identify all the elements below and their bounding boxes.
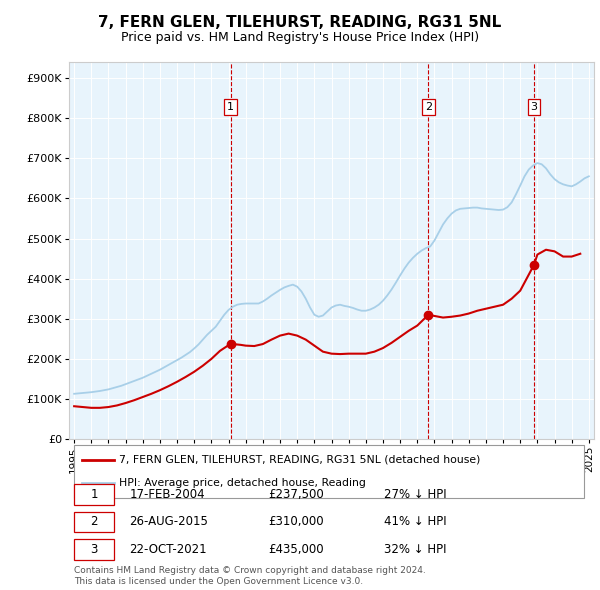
Bar	[74, 539, 113, 560]
Text: 7, FERN GLEN, TILEHURST, READING, RG31 5NL (detached house): 7, FERN GLEN, TILEHURST, READING, RG31 5…	[119, 455, 480, 465]
Text: £310,000: £310,000	[269, 516, 324, 529]
Text: 3: 3	[90, 543, 98, 556]
Text: 7, FERN GLEN, TILEHURST, READING, RG31 5NL: 7, FERN GLEN, TILEHURST, READING, RG31 5…	[98, 15, 502, 30]
Text: 17-FEB-2004: 17-FEB-2004	[130, 488, 205, 501]
Text: 22-OCT-2021: 22-OCT-2021	[130, 543, 207, 556]
Text: 2: 2	[90, 516, 98, 529]
Bar	[74, 484, 113, 505]
Text: 2: 2	[425, 102, 432, 112]
Text: 41% ↓ HPI: 41% ↓ HPI	[384, 516, 446, 529]
Text: 1: 1	[227, 102, 234, 112]
Text: £237,500: £237,500	[269, 488, 324, 501]
Text: HPI: Average price, detached house, Reading: HPI: Average price, detached house, Read…	[119, 478, 366, 489]
Bar	[74, 445, 583, 499]
Text: 1: 1	[90, 488, 98, 501]
Text: 3: 3	[530, 102, 538, 112]
Text: Contains HM Land Registry data © Crown copyright and database right 2024.
This d: Contains HM Land Registry data © Crown c…	[74, 566, 426, 585]
Text: 27% ↓ HPI: 27% ↓ HPI	[384, 488, 446, 501]
Text: 32% ↓ HPI: 32% ↓ HPI	[384, 543, 446, 556]
Text: 26-AUG-2015: 26-AUG-2015	[130, 516, 208, 529]
Text: £435,000: £435,000	[269, 543, 324, 556]
Text: Price paid vs. HM Land Registry's House Price Index (HPI): Price paid vs. HM Land Registry's House …	[121, 31, 479, 44]
Bar	[74, 512, 113, 532]
